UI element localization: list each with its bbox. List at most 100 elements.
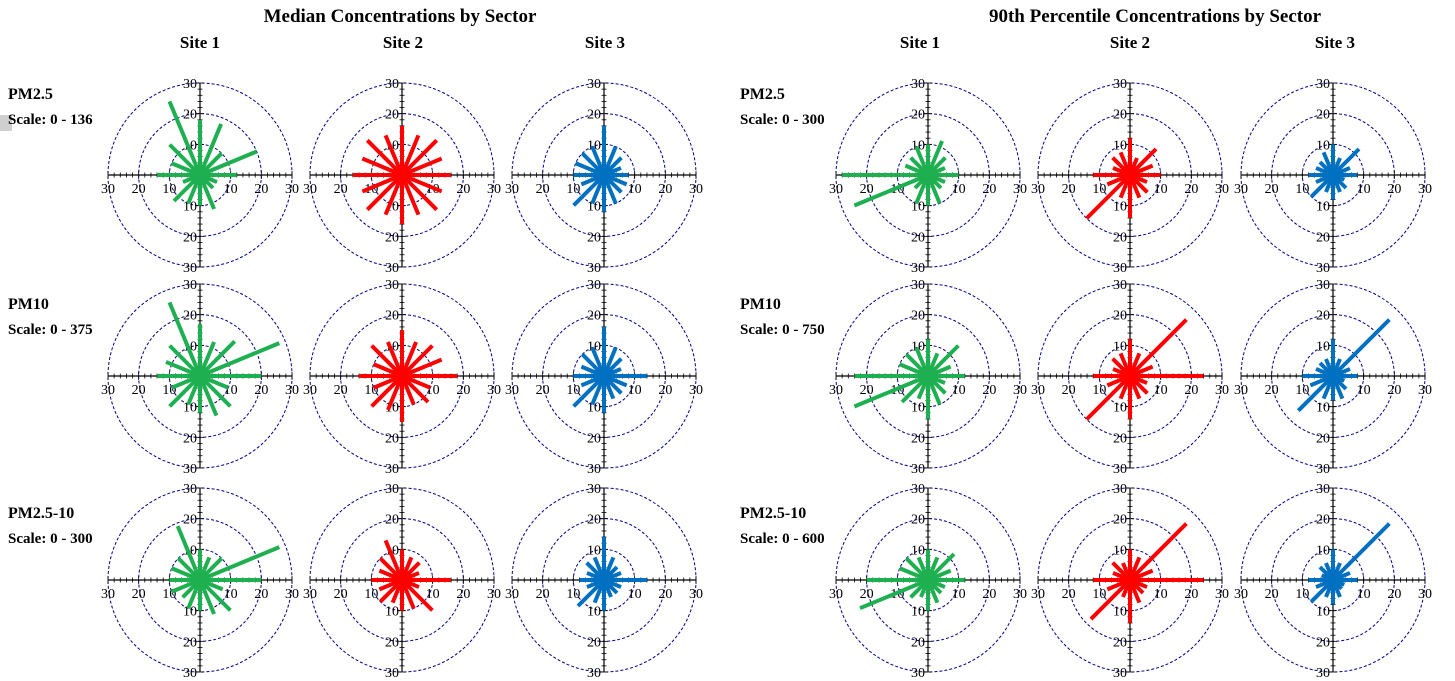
tick-label-p0r0s2: 20 [587,230,601,245]
tick-label-p0r2s2: 20 [587,513,601,528]
tick-label-p0r2s1: 20 [385,635,399,650]
rose-bar-p0r0s0-s1 [198,123,223,176]
tick-label-p1r2s0: 20 [911,513,925,528]
tick-label-p1r1s1: 30 [1215,383,1229,398]
pollutant-label: PM2.5-10 [8,505,75,522]
scale-label: Scale: 0 - 136 [8,112,93,128]
rose-bar-p1r1s0-s10 [900,374,930,404]
tick-label-p1r2s0: 10 [952,587,966,602]
row-label-90th-pm25-10: PM2.5-10 Scale: 0 - 600 [740,505,825,548]
tick-label-p1r0s2: 20 [1265,182,1279,197]
tick-label-p0r0s0: 20 [183,108,197,123]
tick-label-p1r1s1: 30 [1031,383,1045,398]
rose-bar-p1r1s0-s15 [914,346,930,377]
tick-label-p1r2s2: 20 [1316,513,1330,528]
tick-label-p1r2s0: 10 [911,605,925,620]
tick-label-p0r0s2: 30 [689,182,703,197]
tick-label-p0r0s0: 20 [254,182,268,197]
tick-label-p0r2s1: 30 [385,666,399,681]
rose-bar-p0r1s1-s10 [370,374,404,408]
tick-label-p0r0s2: 10 [587,200,601,215]
pollutant-label: PM2.5 [8,86,53,103]
scale-label: Scale: 0 - 300 [740,112,825,128]
tick-label-p1r2s2: 10 [1357,587,1371,602]
tick-label-p1r0s0: 30 [1013,182,1027,197]
tick-label-p0r0s1: 20 [456,182,470,197]
tick-label-p1r0s1: 10 [1154,182,1168,197]
tick-label-p0r1s2: 20 [536,383,550,398]
rose-bar-p0r0s1-s11 [361,173,403,194]
site-header-90th-3: Site 3 [1314,33,1356,52]
rose-bar-p0r1s0-s7 [198,375,219,417]
tick-label-p1r1s1: 20 [1113,309,1127,324]
rose-bar-p0r0s2-s15 [590,145,606,176]
tick-label-p1r2s0: 30 [911,482,925,497]
tick-label-p0r0s0: 10 [224,182,238,197]
rose-bar-p1r2s2-s2 [1331,522,1391,582]
tick-label-p1r0s2: 10 [1357,182,1371,197]
rose-bar-p0r1s2-s10 [572,374,606,408]
pollutant-label: PM2.5 [740,86,785,103]
scale-label: Scale: 0 - 750 [740,322,825,338]
tick-label-p0r1s1: 20 [334,383,348,398]
tick-label-p1r1s0: 30 [1013,383,1027,398]
rose-bar-p0r0s0-s10 [172,173,202,203]
rose-bar-p0r0s0-s3 [199,149,258,177]
panel-title-90th: 90th Percentile Concentrations by Sector [988,6,1322,27]
tick-label-p0r0s1: 30 [487,182,501,197]
tick-label-p0r1s0: 20 [183,431,197,446]
tick-label-p1r0s0: 20 [911,230,925,245]
tick-label-p1r2s1: 20 [1062,587,1076,602]
row-label-median-pm25: PM2.5 Scale: 0 - 136 [8,86,93,129]
tick-label-p0r0s2: 30 [587,77,601,92]
tick-label-p0r2s0: 30 [183,482,197,497]
tick-label-p0r0s1: 20 [385,108,399,123]
rose-bar-p0r0s1-s10 [365,173,404,212]
tick-label-p1r0s2: 10 [1316,138,1330,153]
rose-bar-p1r2s0-s2 [926,552,956,582]
tick-label-p1r0s1: 20 [1184,182,1198,197]
row-label-median-pm10: PM10 Scale: 0 - 375 [8,296,93,339]
tick-label-p1r1s2: 20 [1316,309,1330,324]
rose-bar-p0r2s2-s10 [576,578,606,608]
tick-label-p1r1s1: 20 [1113,431,1127,446]
site-header-90th-1: Site 1 [899,33,941,52]
rose-bar-p0r2s0-s6 [198,578,232,612]
row-label-90th-pm25: PM2.5 Scale: 0 - 300 [740,86,825,129]
tick-label-p1r0s1: 20 [1113,230,1127,245]
rose-bar-p0r1s1-s3 [401,357,443,378]
tick-label-p0r2s0: 20 [183,513,197,528]
rose-bar-p0r0s1-s7 [400,174,421,216]
tick-label-p0r0s2: 10 [587,138,601,153]
tick-label-p0r1s2: 20 [587,309,601,324]
tick-label-p1r1s2: 30 [1316,462,1330,477]
tick-label-p0r2s1: 10 [385,605,399,620]
tick-label-p1r0s0: 30 [829,182,843,197]
tick-label-p0r1s0: 30 [183,462,197,477]
tick-label-p1r2s2: 30 [1316,482,1330,497]
tick-label-p1r0s0: 20 [860,182,874,197]
tick-label-p1r1s0: 20 [860,383,874,398]
tick-label-p0r1s2: 30 [587,462,601,477]
tick-label-p1r0s1: 30 [1031,182,1045,197]
tick-label-p0r0s2: 20 [587,108,601,123]
tick-label-p0r2s0: 30 [183,666,197,681]
site-header-median-1: Site 1 [179,33,221,52]
tick-label-p1r2s1: 10 [1154,587,1168,602]
tick-label-p0r1s0: 20 [254,383,268,398]
scale-label: Scale: 0 - 300 [8,531,93,547]
rose-bar-p0r0s0-s15 [167,100,202,176]
tick-label-p0r1s1: 30 [385,278,399,293]
tick-label-p0r1s0: 30 [183,278,197,293]
tick-label-p0r2s2: 20 [587,635,601,650]
tick-label-p1r1s2: 10 [1316,401,1330,416]
tick-label-p0r2s2: 10 [587,605,601,620]
tick-label-p1r1s0: 30 [911,462,925,477]
tick-label-p1r0s1: 10 [1113,200,1127,215]
tick-label-p1r1s0: 30 [911,278,925,293]
rose-bar-p0r2s0-s3 [199,545,281,582]
tick-label-p1r1s2: 20 [1387,383,1401,398]
rose-bar-p1r1s1-s15 [1118,352,1132,377]
tick-label-p0r2s2: 10 [628,587,642,602]
